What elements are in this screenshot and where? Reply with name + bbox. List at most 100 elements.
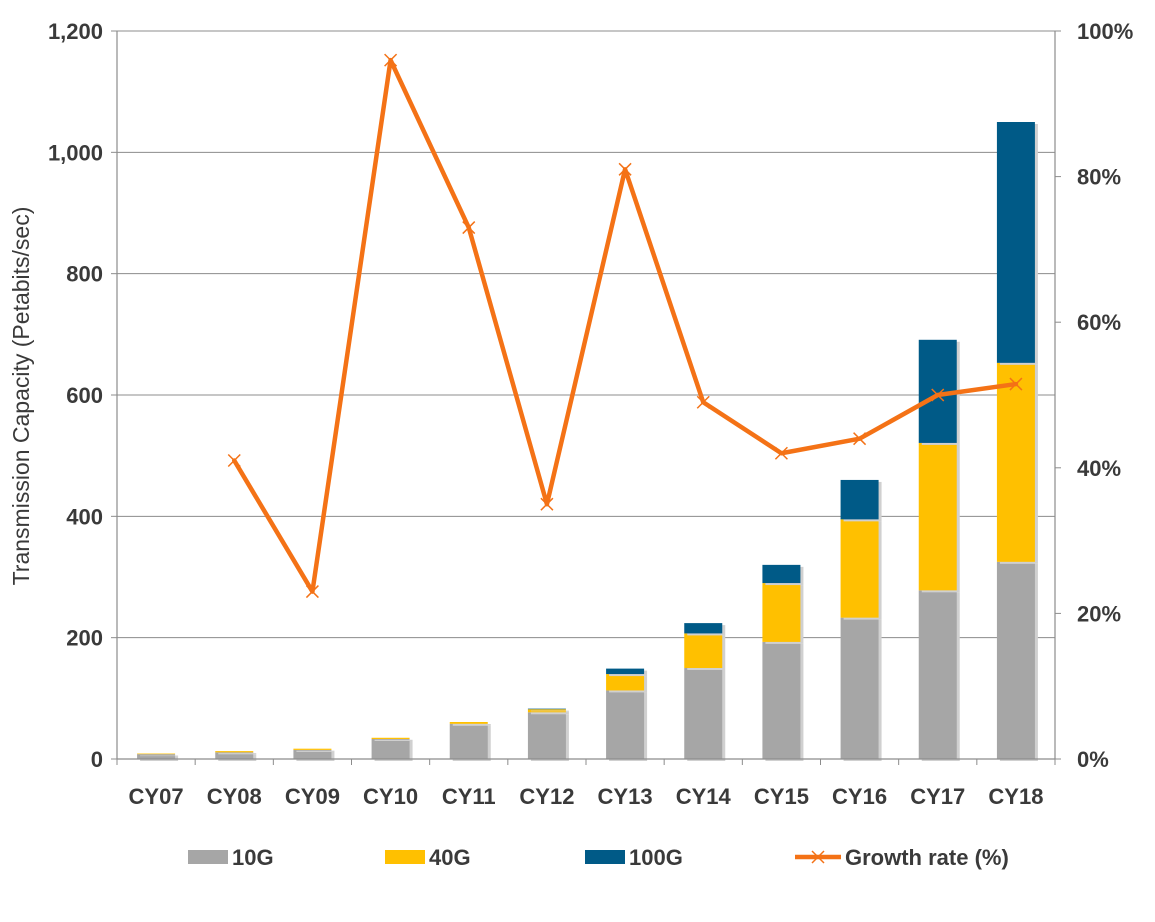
right-tick-label: 20% (1077, 601, 1121, 626)
bar-10g-cy15 (762, 641, 801, 759)
left-tick-label: 0 (91, 747, 103, 772)
bar-40g-cy17 (918, 442, 957, 591)
category-label-cy13: CY13 (598, 784, 653, 809)
growth-rate-point (1009, 377, 1023, 391)
bar-series (137, 122, 1038, 761)
growth-rate-point (305, 585, 319, 599)
right-tick-label: 40% (1077, 456, 1121, 481)
bar-shadow (530, 711, 569, 715)
bar-shadow (140, 755, 179, 757)
bar-100g-cy15 (762, 564, 801, 584)
growth-rate-point (384, 53, 398, 67)
bar-10g-cy12 (527, 712, 566, 759)
point-marker-stroke (774, 446, 788, 460)
bar-40g-cy18 (996, 362, 1035, 562)
bar-10g-cy14 (684, 668, 723, 759)
growth-rate-point (853, 432, 867, 446)
legend-swatch-100g (585, 850, 625, 864)
point-marker-stroke (931, 388, 945, 402)
growth-rate-point (774, 446, 788, 460)
bar-40g-cy08 (215, 751, 254, 753)
point-marker-stroke (227, 453, 241, 468)
category-axis-labels: CY07 CY08 CY09 CY10 CY11 CY12 CY13 CY14 CY15 CY16… (129, 784, 1044, 809)
category-label-cy14: CY14 (676, 784, 732, 809)
growth-rate-point (931, 388, 945, 402)
left-tick-label: 400 (66, 504, 103, 529)
left-tick-label: 1,200 (48, 19, 103, 44)
bar-10g-cy17 (918, 590, 957, 759)
category-label-cy10: CY10 (363, 784, 418, 809)
point-marker-stroke (696, 395, 710, 409)
point-marker-stroke (540, 497, 554, 511)
bar-100g-cy14 (684, 623, 723, 634)
growth-rate-point (540, 497, 554, 511)
category-label-cy11: CY11 (442, 784, 496, 809)
bar-40g-cy15 (762, 583, 801, 642)
gridlines (117, 30, 1055, 639)
category-label-cy07: CY07 (129, 784, 184, 809)
point-marker-stroke (853, 432, 867, 446)
bar-100g-cy13 (606, 668, 645, 675)
left-tick-label: 1,000 (48, 140, 103, 165)
left-tick-label: 200 (66, 626, 103, 651)
growth-rate-point (462, 221, 476, 235)
point-marker-stroke (618, 162, 632, 176)
bar-40g-cy13 (606, 674, 645, 691)
right-tick-label: 60% (1077, 310, 1121, 335)
left-axis-ticks: 0 200 400 600 800 1,000 1,200 (48, 19, 117, 772)
category-label-cy15: CY15 (754, 784, 809, 809)
point-marker-stroke (1009, 377, 1023, 391)
legend-label-100g: 100G (629, 845, 683, 870)
bar-10g-cy07 (137, 754, 176, 759)
point-marker-stroke (305, 585, 319, 599)
y-axis-label: Transmission Capacity (Petabits/sec) (8, 207, 34, 586)
bar-shadow (452, 723, 491, 726)
legend: 10G 40G 100G Growth rate (%) (188, 845, 1009, 870)
bar-100g-cy16 (840, 479, 879, 520)
left-tick-label: 600 (66, 383, 103, 408)
right-tick-label: 0% (1077, 747, 1109, 772)
bar-40g-cy07 (137, 753, 176, 755)
bar-10g-cy13 (606, 690, 645, 759)
right-axis-ticks: 0% 20% 40% 60% 80% 100% (1055, 19, 1133, 772)
right-tick-label: 80% (1077, 165, 1121, 190)
growth-rate-point (618, 162, 632, 176)
bar-10g-cy09 (293, 749, 332, 759)
legend-swatch-40g (385, 850, 425, 864)
bar-10g-cy16 (840, 617, 879, 759)
legend-swatch-10g (188, 850, 228, 864)
category-label-cy12: CY12 (519, 784, 574, 809)
bar-40g-cy10 (371, 737, 410, 739)
growth-rate-point (227, 453, 241, 468)
bar-shadow (530, 710, 569, 712)
growth-rate-point (696, 395, 710, 409)
bar-shadow (218, 753, 257, 755)
point-marker-stroke (384, 53, 398, 67)
bar-10g-cy18 (996, 561, 1035, 759)
legend-marker-stroke (811, 850, 825, 864)
category-label-cy16: CY16 (832, 784, 887, 809)
legend-label-40g: 40G (429, 845, 471, 870)
bar-40g-cy16 (840, 519, 879, 618)
left-tick-label: 800 (66, 262, 103, 287)
axes (116, 31, 1056, 765)
bar-shadow (296, 750, 335, 752)
legend-label-growth-rate: Growth rate (%) (845, 845, 1009, 870)
category-label-cy08: CY08 (207, 784, 262, 809)
category-label-cy18: CY18 (988, 784, 1043, 809)
point-marker-stroke (462, 221, 476, 235)
bar-100g-cy12 (527, 708, 566, 710)
bar-10g-cy11 (449, 723, 488, 759)
bar-10g-cy08 (215, 752, 254, 759)
growth-rate-polyline (232, 57, 1019, 594)
right-tick-label: 100% (1077, 19, 1133, 44)
bar-10g-cy10 (371, 738, 410, 759)
bar-100g-cy18 (996, 122, 1035, 363)
category-label-cy17: CY17 (910, 784, 965, 809)
bar-shadow (374, 739, 413, 741)
growth-rate-line (227, 53, 1023, 599)
bar-40g-cy14 (684, 633, 723, 668)
category-label-cy09: CY09 (285, 784, 340, 809)
bar-40g-cy09 (293, 748, 332, 750)
